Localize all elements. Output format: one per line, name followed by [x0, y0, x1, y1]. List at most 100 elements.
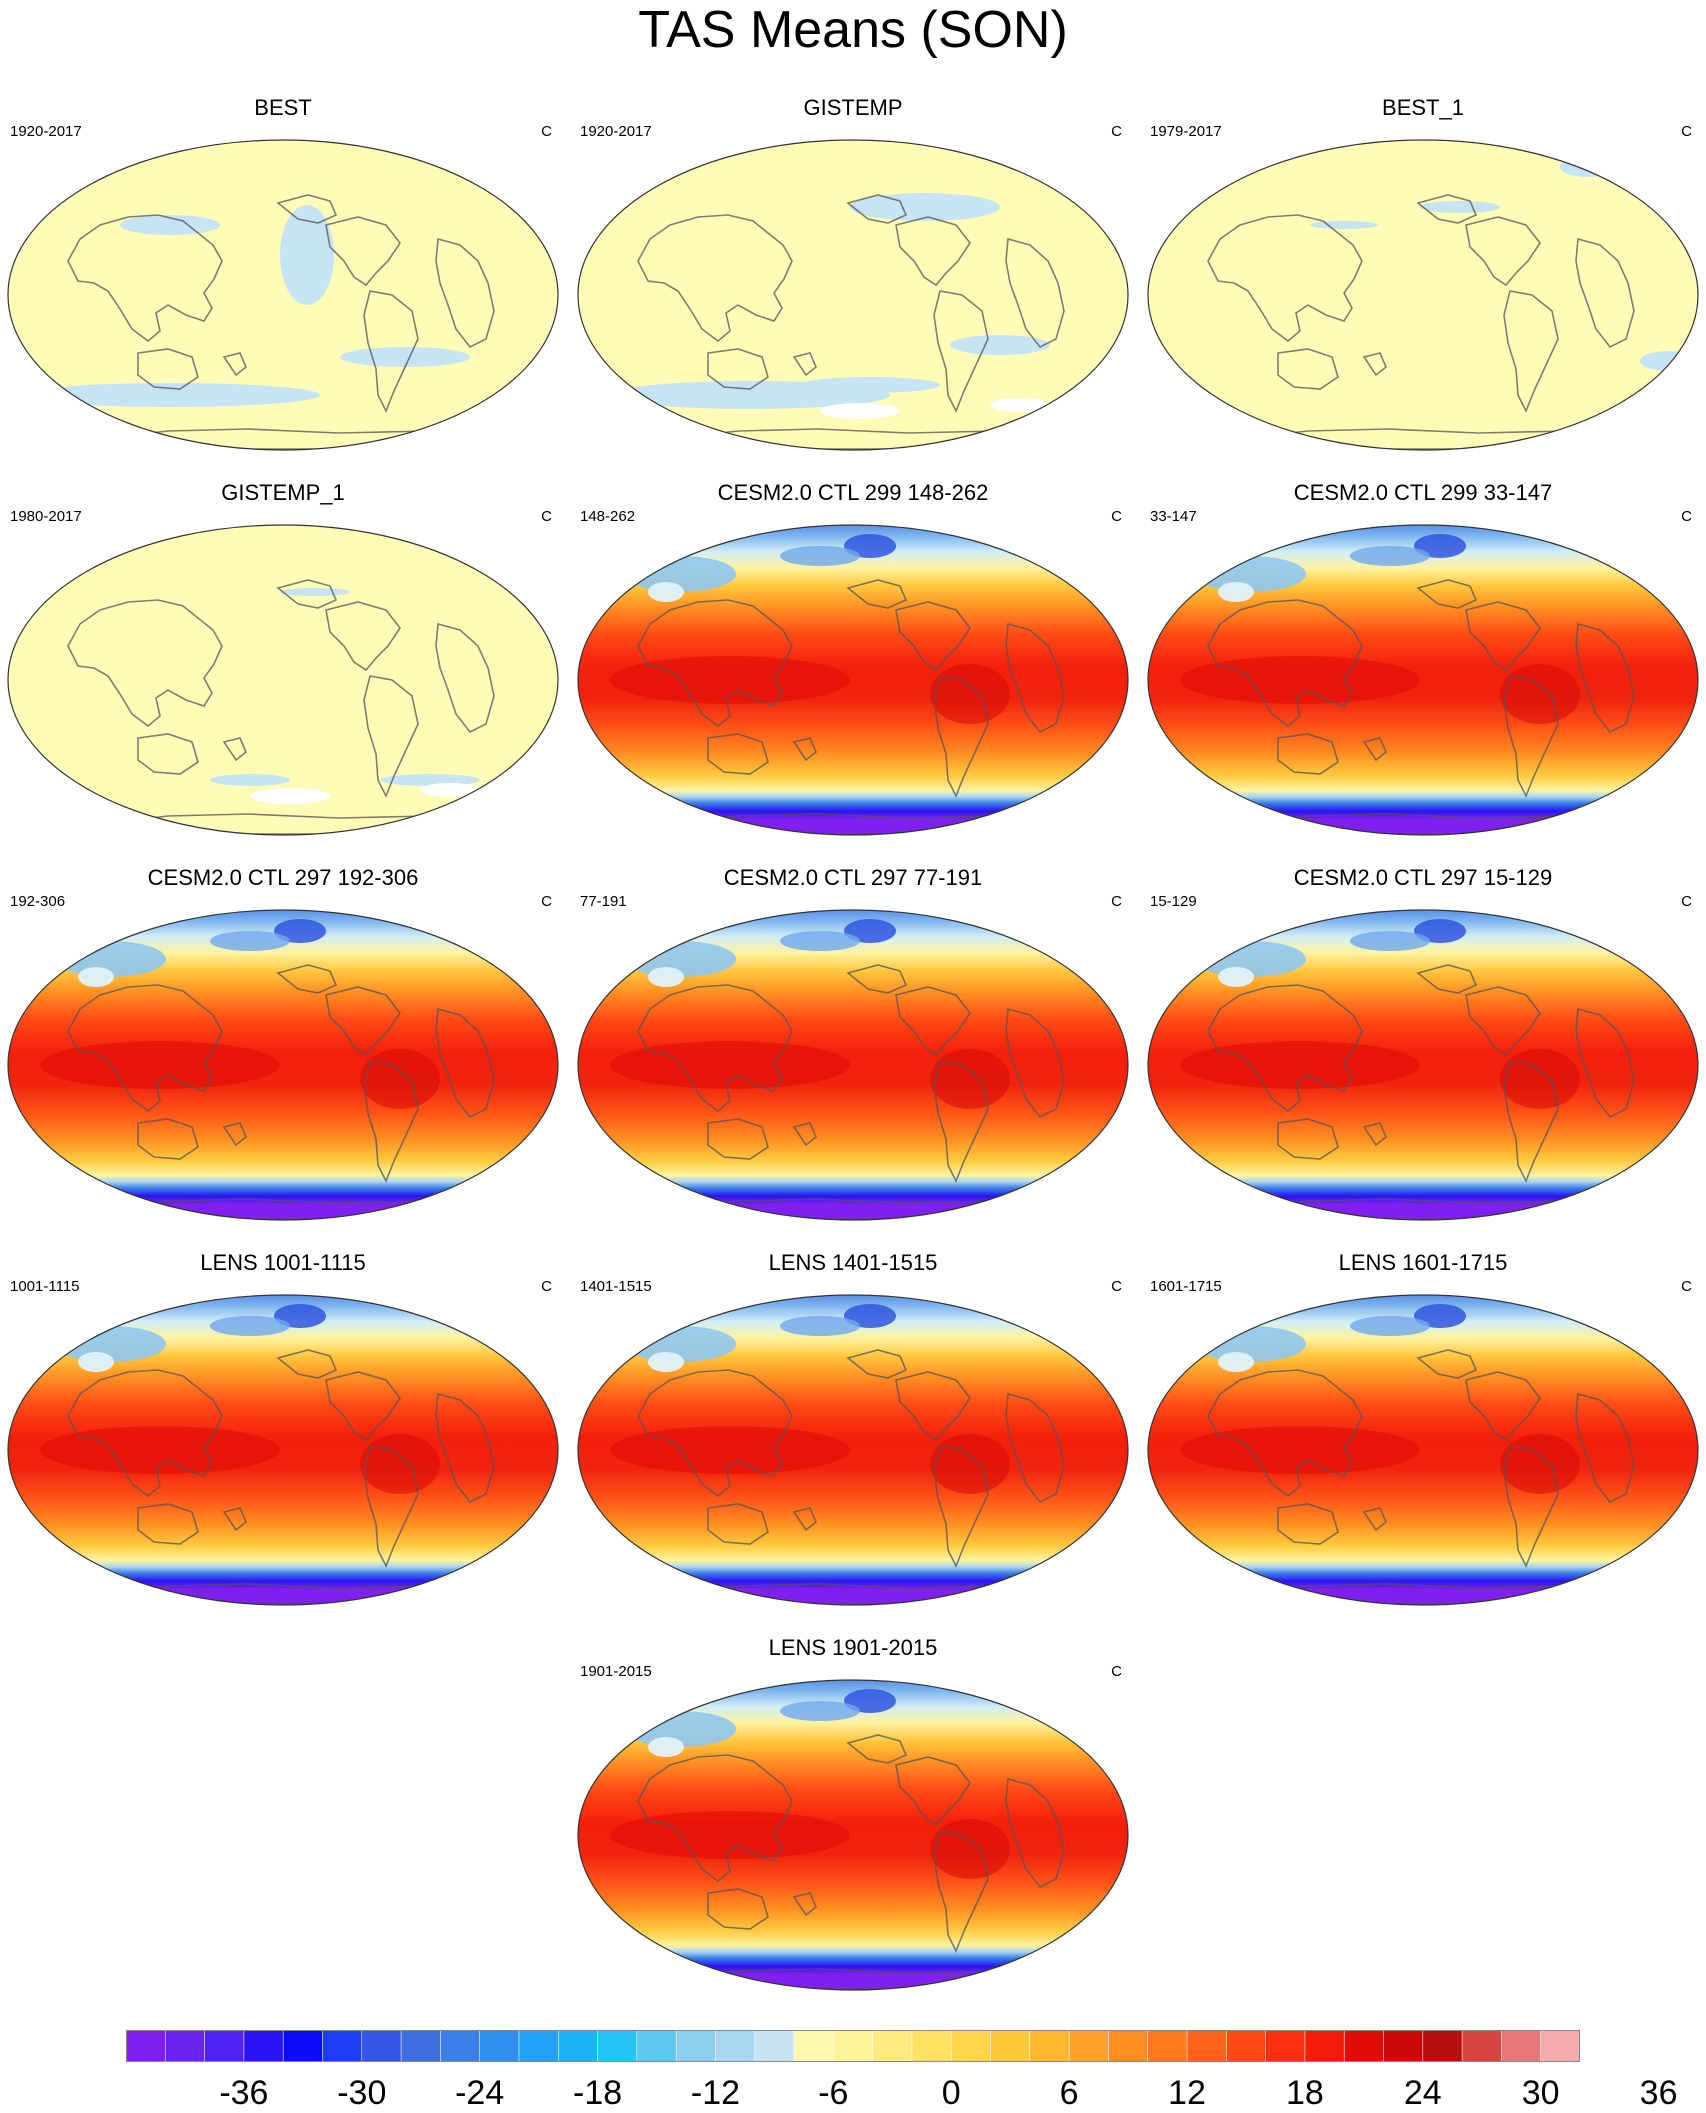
panel-title: BEST_1: [1382, 95, 1464, 120]
colorbar-tick-label: -18: [572, 2074, 623, 2112]
panel-units-label: C: [541, 508, 552, 525]
figure-title: TAS Means (SON): [638, 1, 1068, 59]
world-map: [7, 909, 559, 1221]
colorbar-swatch: [872, 2029, 913, 2063]
colorbar-swatch: [518, 2029, 560, 2063]
panel-units-label: C: [1681, 508, 1692, 525]
world-map: [577, 1679, 1129, 1991]
colorbar-swatch: [322, 2029, 363, 2063]
panel-period-label: 1601-1715: [1150, 1278, 1222, 1295]
panel-period-label: 33-147: [1150, 508, 1197, 525]
panel-units-label: C: [541, 123, 552, 140]
map-panel: LENS 1901-2015 1901-2015 C: [570, 1635, 1136, 2007]
world-map: [1147, 909, 1699, 1221]
colorbar-tick-label: 6: [1059, 2074, 1079, 2112]
panel-units-label: C: [1111, 123, 1122, 140]
panel-units-label: C: [1111, 508, 1122, 525]
map-panel: BEST 1920-2017 C: [0, 95, 566, 467]
colorbar-tick-label: 30: [1521, 2074, 1560, 2112]
colorbar-swatch: [479, 2029, 520, 2063]
colorbar-tick-label: 12: [1168, 2074, 1206, 2112]
colorbar-swatch: [125, 2029, 167, 2063]
map-panel: BEST_1 1979-2017 C: [1140, 95, 1706, 467]
colorbar-swatch: [833, 2029, 874, 2063]
panel-period-label: 1901-2015: [580, 1663, 652, 1680]
colorbar-swatch: [1265, 2029, 1306, 2063]
colorbar-swatch: [164, 2029, 206, 2063]
colorbar-tick-label: 0: [941, 2074, 961, 2112]
panel-units-label: C: [1681, 1278, 1692, 1295]
colorbar-tick-label: -30: [337, 2074, 387, 2112]
panel-period-label: 1979-2017: [1150, 123, 1222, 140]
colorbar-swatch: [754, 2029, 795, 2063]
map-panel: GISTEMP 1920-2017 C: [570, 95, 1136, 467]
colorbar-swatches: [125, 2029, 1581, 2063]
panel-period-label: 1980-2017: [10, 508, 82, 525]
colorbar-swatch: [1068, 2029, 1110, 2063]
panel-units-label: C: [541, 893, 552, 910]
colorbar-swatch: [990, 2029, 1031, 2063]
colorbar-tick-label: 18: [1285, 2074, 1324, 2112]
colorbar-swatch: [793, 2029, 835, 2063]
map-panel: GISTEMP_1 1980-2017 C: [0, 480, 566, 852]
panel-title: GISTEMP_1: [221, 480, 345, 505]
colorbar-swatch: [1461, 2029, 1503, 2063]
colorbar-swatch: [400, 2029, 442, 2063]
colorbar: -36 -30 -24 -18 -12 -6 0 6 12 18 24 30 36: [125, 2029, 1678, 2112]
panel-period-label: 1920-2017: [580, 123, 652, 140]
world-map: [7, 139, 559, 451]
map-panel: LENS 1401-1515 1401-1515 C: [570, 1250, 1136, 1622]
map-panel: LENS 1601-1715 1601-1715 C: [1140, 1250, 1706, 1622]
world-map: [7, 524, 559, 836]
panel-units-label: C: [1681, 893, 1692, 910]
panel-period-label: 1920-2017: [10, 123, 82, 140]
colorbar-swatch: [243, 2029, 284, 2063]
colorbar-swatch: [911, 2029, 953, 2063]
panel-title: LENS 1601-1715: [1338, 1250, 1508, 1275]
colorbar-swatch: [636, 2029, 677, 2063]
colorbar-labels: -36 -30 -24 -18 -12 -6 0 6 12 18 24 30 36: [126, 2074, 1677, 2112]
panel-title: CESM2.0 CTL 297 15-129: [1293, 865, 1553, 890]
panel-title: CESM2.0 CTL 297 77-191: [723, 865, 983, 890]
colorbar-swatch: [1304, 2029, 1346, 2063]
panel-units-label: C: [1111, 893, 1122, 910]
colorbar-swatch: [1343, 2029, 1385, 2063]
colorbar-swatch: [440, 2029, 481, 2063]
map-panel: CESM2.0 CTL 297 77-191 77-191 C: [570, 865, 1136, 1237]
panel-title: LENS 1001-1115: [200, 1250, 366, 1275]
colorbar-swatch: [1108, 2029, 1149, 2063]
colorbar-swatch: [715, 2029, 756, 2063]
world-map: [577, 524, 1129, 836]
map-panel: CESM2.0 CTL 299 33-147 33-147 C: [1140, 480, 1706, 852]
panel-title: LENS 1401-1515: [768, 1250, 938, 1275]
colorbar-swatch: [1501, 2029, 1542, 2063]
colorbar-swatch: [1226, 2029, 1267, 2063]
panel-title: CESM2.0 CTL 299 33-147: [1293, 480, 1553, 505]
colorbar-tick-label: -36: [219, 2074, 269, 2112]
colorbar-swatch: [950, 2029, 992, 2063]
colorbar-swatch: [282, 2029, 324, 2063]
panel-title: CESM2.0 CTL 297 192-306: [147, 865, 419, 890]
panel-period-label: 148-262: [580, 508, 636, 525]
world-map: [1147, 524, 1699, 836]
panel-title: BEST: [254, 95, 312, 120]
world-map: [1147, 139, 1699, 451]
map-panel: CESM2.0 CTL 297 15-129 15-129 C: [1140, 865, 1706, 1237]
colorbar-swatch: [361, 2029, 402, 2063]
world-map: [1147, 1294, 1699, 1606]
map-panel: CESM2.0 CTL 299 148-262 148-262 C: [570, 480, 1136, 852]
colorbar-tick-label: -24: [455, 2074, 505, 2112]
panel-period-label: 15-129: [1150, 893, 1197, 910]
world-map: [577, 909, 1129, 1221]
map-panel: LENS 1001-1115 1001-1115 C: [0, 1250, 566, 1622]
colorbar-swatch: [557, 2029, 599, 2063]
colorbar-swatch: [1029, 2029, 1070, 2063]
colorbar-tick-label: 24: [1403, 2074, 1442, 2112]
colorbar-swatch: [1383, 2029, 1424, 2063]
world-map: [7, 1294, 559, 1606]
colorbar-swatch: [675, 2029, 717, 2063]
colorbar-swatch: [1147, 2029, 1188, 2063]
panel-period-label: 192-306: [10, 893, 66, 910]
panel-title: GISTEMP: [803, 95, 903, 120]
panel-period-label: 1401-1515: [580, 1278, 652, 1295]
